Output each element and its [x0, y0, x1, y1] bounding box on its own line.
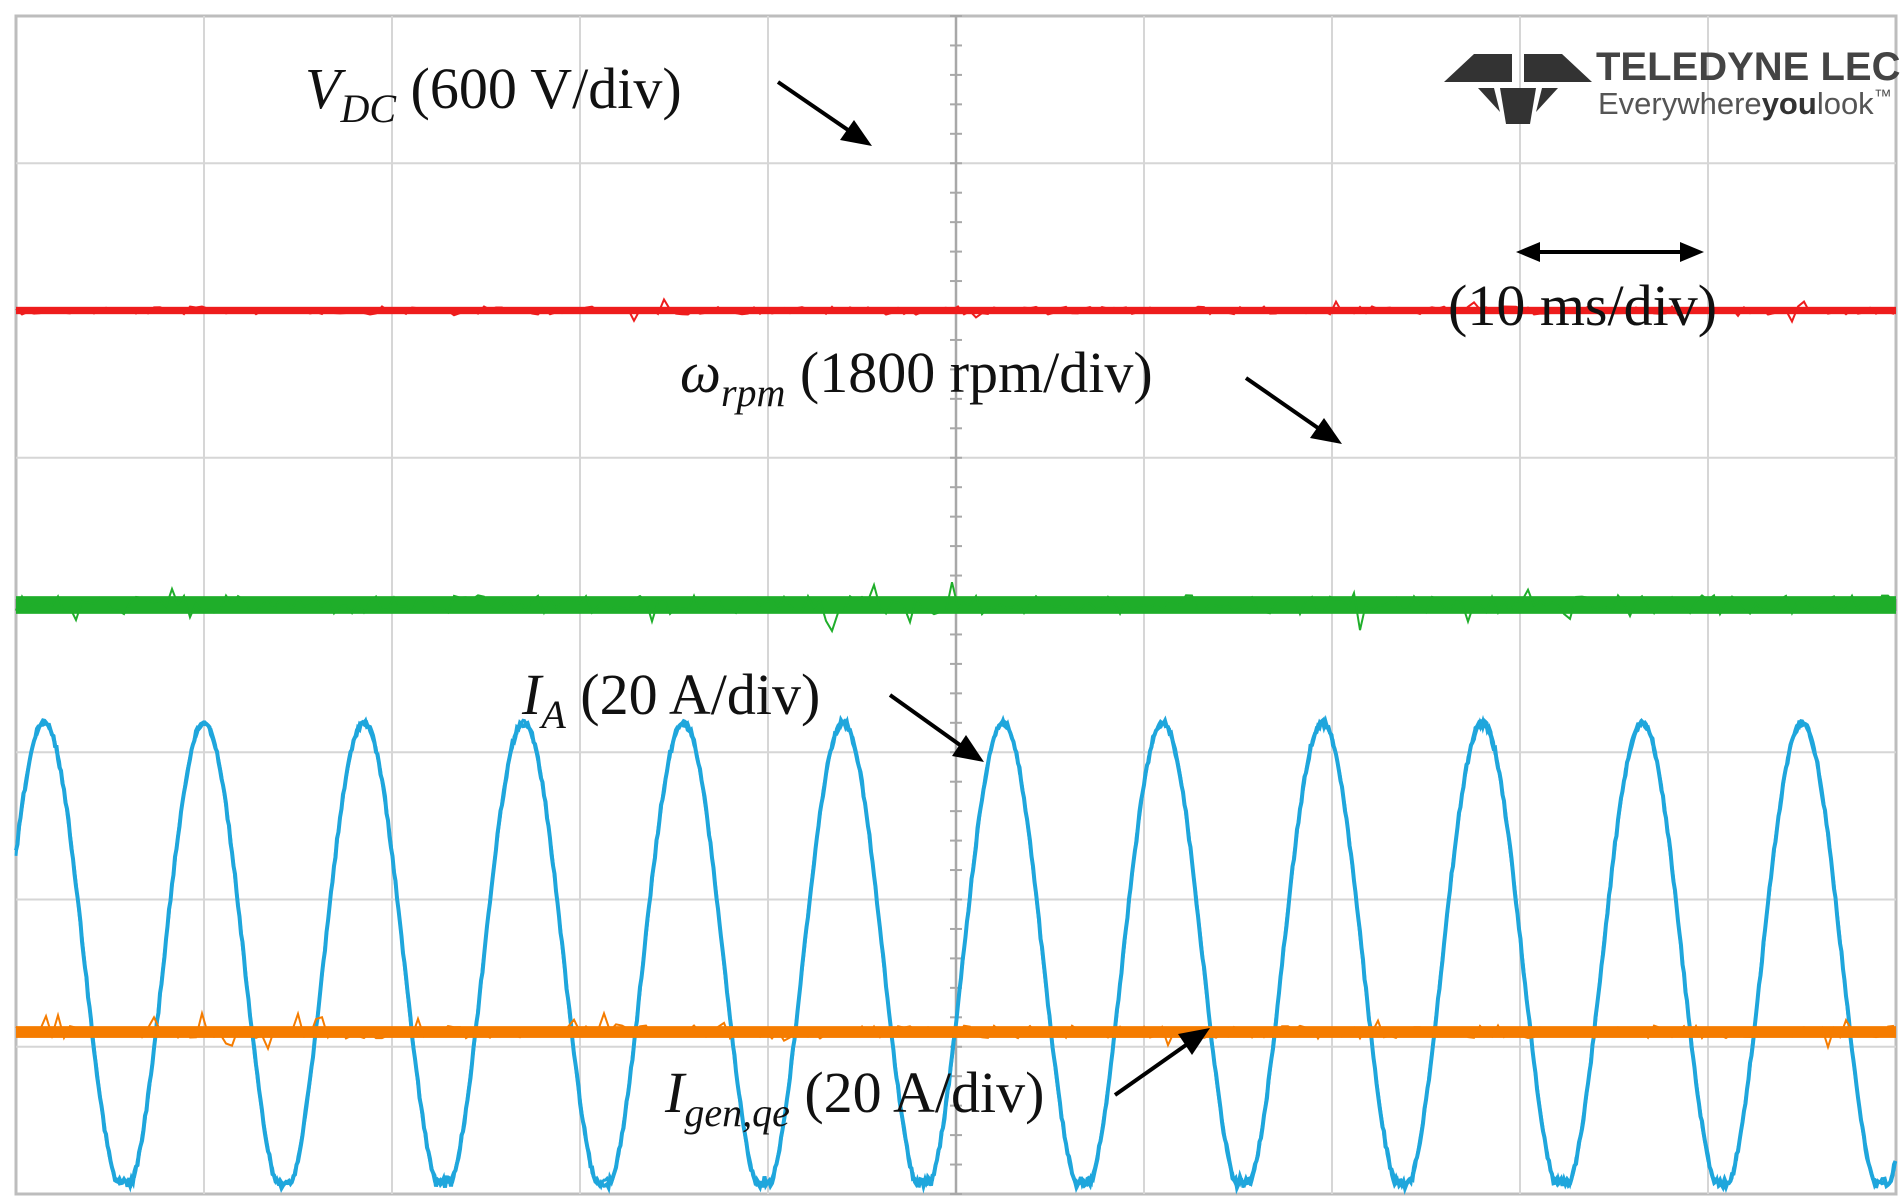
- timebase-arrowhead-left: [1516, 242, 1540, 262]
- trace-line-noise: [14, 714, 1897, 1191]
- arrowhead-ia: [952, 735, 984, 762]
- arrow-ia: [888, 693, 962, 747]
- brand-name: TELEDYNE LECROY: [1596, 45, 1902, 89]
- arrow-igen: [1113, 1043, 1188, 1097]
- trace-0: [15, 297, 1896, 324]
- label-vdc: VDC (600 V/div): [305, 56, 682, 131]
- trace-line: [15, 1009, 1895, 1052]
- arrowhead-wrpm: [1310, 418, 1342, 444]
- arrow-vdc: [776, 80, 850, 132]
- teledyne-lecroy-logo: TELEDYNE LECROY Everywhereyoulook™: [1444, 45, 1902, 124]
- label-timebase: (10 ms/div): [1448, 273, 1717, 338]
- arrowhead-vdc: [840, 120, 872, 146]
- trace-1: [15, 581, 1896, 634]
- label-wrpm: ωrpm (1800 rpm/div): [680, 340, 1153, 415]
- timebase-arrowhead-right: [1680, 242, 1704, 262]
- arrowhead-igen: [1178, 1028, 1210, 1055]
- brand-tagline: Everywhereyoulook™: [1598, 86, 1892, 121]
- teledyne-emblem-icon: [1444, 54, 1592, 124]
- trace-line: [15, 581, 1895, 634]
- trace-band: [16, 306, 1896, 315]
- traces: [14, 297, 1898, 1195]
- label-ia: IA (20 A/div): [521, 662, 820, 737]
- arrow-wrpm: [1244, 376, 1320, 430]
- label-igen: Igen,qe (20 A/div): [664, 1060, 1044, 1135]
- trace-line: [15, 297, 1895, 324]
- trace-3: [15, 1009, 1896, 1052]
